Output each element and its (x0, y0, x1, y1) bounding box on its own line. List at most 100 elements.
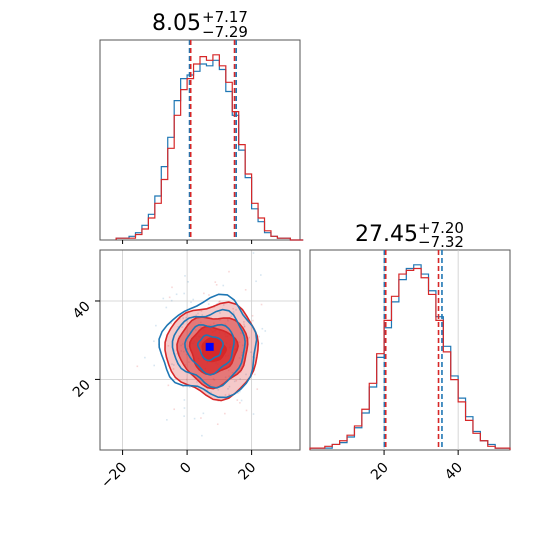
scatter-point (227, 388, 229, 390)
y-tick-label: 40 (70, 298, 94, 322)
scatter-point (200, 417, 202, 419)
scatter-point (183, 415, 185, 417)
scatter-point (144, 356, 146, 359)
scatter-point (255, 280, 257, 283)
scatter-point (232, 307, 234, 310)
scatter-point (186, 320, 188, 322)
scatter-point (228, 393, 230, 396)
scatter-point (243, 326, 246, 328)
scatter-point (248, 336, 250, 339)
scatter-point (173, 408, 176, 411)
scatter-point (171, 286, 173, 289)
scatter-point (187, 281, 189, 283)
scatter-point (203, 491, 205, 493)
scatter-point (218, 300, 221, 303)
scatter-point (244, 289, 247, 291)
y-hist-step-1 (309, 267, 511, 450)
scatter-point (172, 364, 175, 366)
scatter-point (182, 323, 185, 325)
scatter-point (224, 394, 227, 396)
scatter-point (261, 342, 263, 345)
scatter-point (168, 296, 171, 299)
scatter-point (254, 373, 256, 376)
x-hist-step-0 (115, 59, 304, 241)
scatter-point (193, 417, 196, 420)
scatter-point (239, 401, 241, 404)
blue-center-marker (205, 342, 214, 351)
scatter-point (186, 312, 188, 315)
scatter-point (207, 303, 210, 305)
scatter-point (260, 274, 262, 276)
scatter-point (235, 308, 237, 311)
x-hist-title-sub: −7.29 (202, 23, 248, 41)
blue-contour-line (196, 334, 224, 362)
scatter-point (232, 312, 235, 315)
scatter-point (172, 368, 175, 370)
y-hist-title-value: 27.45 (355, 222, 418, 247)
scatter-point (261, 327, 264, 330)
scatter-point (206, 389, 209, 392)
scatter-point (177, 326, 180, 328)
scatter-point (252, 319, 254, 322)
scatter-point (170, 322, 173, 325)
scatter-point (196, 381, 198, 383)
scatter-point (243, 323, 245, 326)
scatter-point (203, 292, 205, 295)
scatter-point (232, 311, 235, 313)
scatter-point (202, 412, 205, 415)
scatter-point (240, 399, 243, 402)
scatter-point (252, 252, 255, 254)
scatter-point (256, 388, 259, 390)
scatter-point (252, 356, 254, 358)
scatter-point (222, 304, 225, 306)
scatter-point (182, 317, 184, 319)
blue-contour-line (171, 308, 246, 389)
scatter-point (243, 325, 246, 327)
y-hist-frame (309, 249, 511, 451)
scatter-point (215, 284, 218, 286)
joint-density-panel (99, 249, 301, 493)
scatter-point (201, 434, 203, 437)
x-marginal-histogram: 8.05 +7.17 −7.29 (99, 8, 301, 241)
scatter-point (176, 352, 178, 355)
x-hist-series-group (115, 40, 304, 241)
scatter-point (217, 388, 220, 391)
scatter-point (179, 317, 181, 320)
x-hist-frame (99, 39, 301, 241)
scatter-point (210, 391, 212, 394)
y-tick-label: 20 (70, 377, 94, 401)
joint-frame (99, 249, 301, 451)
scatter-point (236, 399, 239, 401)
scatter-point (201, 314, 204, 316)
red-contour-line (201, 337, 227, 363)
scatter-point (239, 378, 241, 380)
scatter-point (235, 379, 238, 382)
scatter-point (183, 407, 186, 409)
scatter-point (188, 386, 191, 389)
x-hist-title: 8.05 (152, 11, 201, 36)
scatter-point (228, 270, 230, 273)
scatter-point (195, 314, 198, 317)
scatter-point (153, 364, 156, 367)
scatter-point (190, 301, 192, 304)
scatter-point (219, 312, 221, 314)
scatter-point (165, 306, 168, 309)
scatter-point (233, 380, 236, 383)
scatter-point (238, 390, 241, 393)
scatter-point (167, 384, 170, 387)
scatter-point (264, 330, 267, 332)
tick-labels: −20 0 20 20 40 20 40 (70, 240, 466, 492)
y-hist-series-group (309, 250, 511, 450)
y-hist-title-sup: +7.20 (418, 219, 464, 237)
scatter-point (183, 399, 186, 401)
x-tick-label: 20 (236, 460, 260, 484)
blue-contour-line (158, 293, 258, 399)
scatter-point (136, 365, 139, 368)
scatter-point (200, 310, 203, 312)
scatter-point (252, 413, 255, 415)
scatter-point (251, 314, 254, 317)
scatter-point (184, 275, 186, 277)
scatter-point (245, 373, 247, 376)
red-contour-line (188, 325, 239, 376)
scatter-point (250, 351, 252, 353)
